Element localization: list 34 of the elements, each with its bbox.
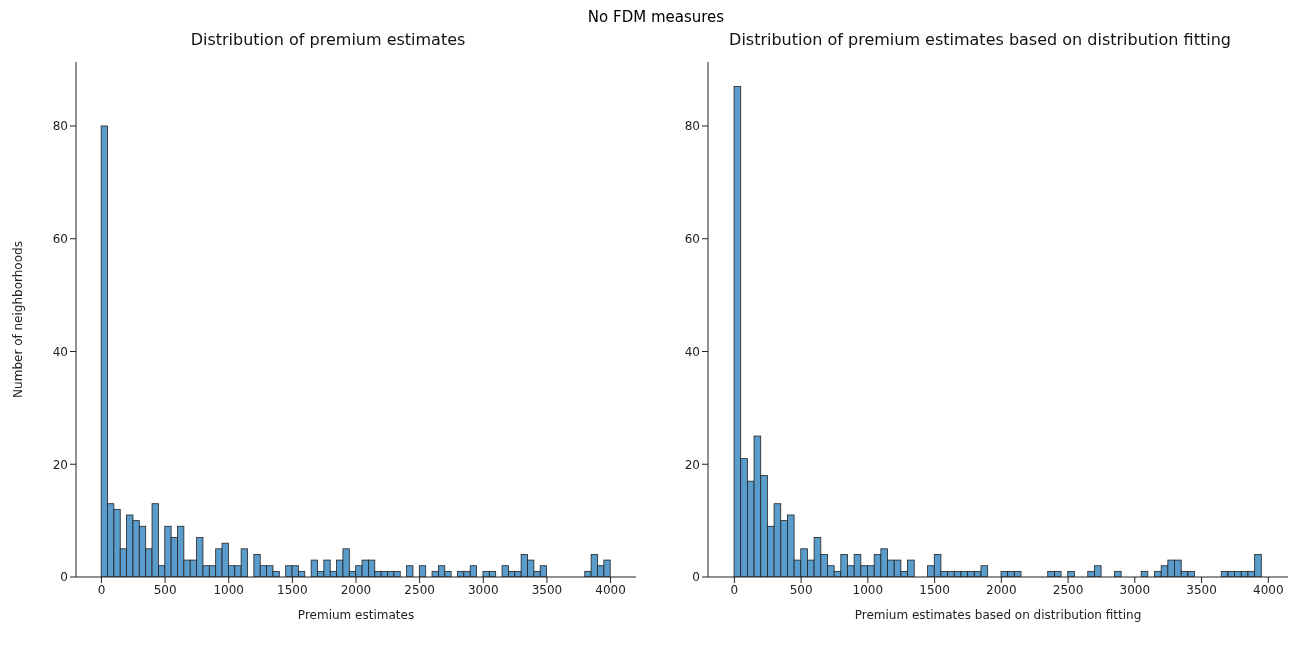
x-axis-title: Premium estimates based on distribution fitting [854, 608, 1142, 622]
x-tick-label: 2500 [404, 582, 435, 597]
y-tick-label: 0 [60, 570, 68, 585]
x-axis-title: Premium estimates [297, 608, 415, 622]
x-tick-label: 1000 [213, 582, 244, 597]
x-tick-label: 3500 [1186, 582, 1217, 597]
x-tick-label: 2500 [1052, 582, 1084, 597]
x-tick-label: 2000 [340, 582, 372, 597]
y-tick-label: 80 [684, 119, 700, 134]
x-tick-label: 1500 [919, 582, 950, 597]
x-tick-label: 3500 [531, 582, 563, 597]
y-axis-title: Number of neighborhoods [11, 241, 26, 398]
y-tick-label: 40 [52, 344, 68, 359]
x-tick-label: 2000 [986, 582, 1017, 597]
y-tick-label: 0 [692, 570, 700, 585]
chart-title: Distribution of premium estimates [189, 30, 467, 51]
y-tick-label: 40 [684, 344, 700, 359]
x-tick-label: 500 [153, 582, 177, 597]
x-tick-label: 500 [789, 582, 813, 597]
y-tick-label: 80 [52, 119, 68, 134]
text: No FDM measures [586, 8, 726, 28]
x-tick-label: 1000 [852, 582, 884, 597]
x-tick-label: 4000 [595, 582, 626, 597]
x-tick-label: 4000 [1253, 582, 1284, 597]
y-tick-label: 20 [684, 457, 700, 472]
x-tick-label: 0 [97, 582, 106, 597]
x-tick-label: 3000 [468, 582, 499, 597]
x-tick-label: 0 [730, 582, 739, 597]
y-tick-label: 60 [684, 232, 700, 246]
y-tick-label: 20 [52, 457, 68, 472]
x-tick-label: 1500 [277, 582, 308, 597]
chart-title: Distribution of premium estimates based on distribution fitting [728, 30, 1232, 51]
x-tick-label: 3000 [1119, 582, 1151, 597]
y-tick-label: 60 [52, 232, 68, 246]
